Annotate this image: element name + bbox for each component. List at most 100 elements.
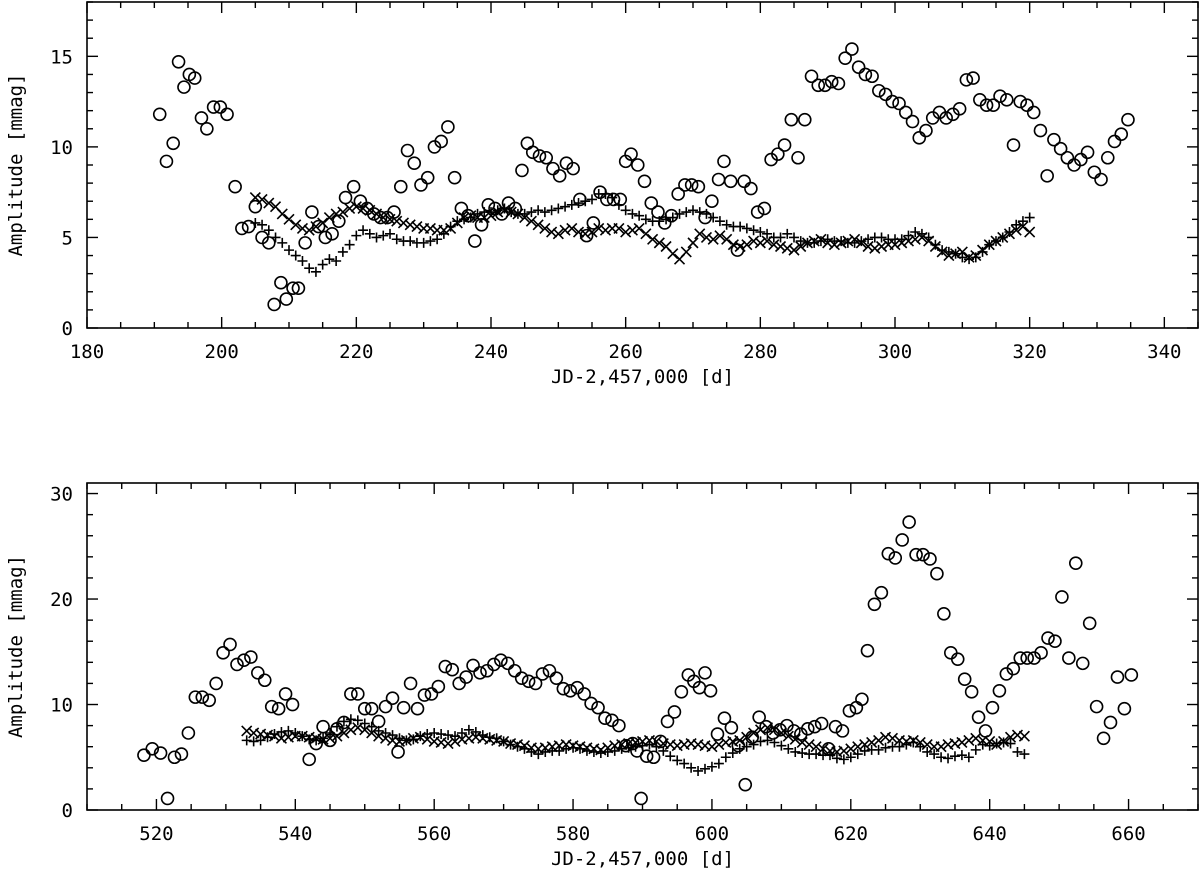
- data-point-circle: [338, 190, 353, 205]
- data-point-cross: [862, 240, 874, 253]
- data-point-circle: [1089, 699, 1104, 714]
- data-point-circle: [160, 791, 175, 806]
- data-point-circle: [752, 710, 766, 724]
- data-point-plus: [694, 207, 705, 218]
- data-point-plus: [970, 252, 981, 263]
- data-point-circle: [291, 281, 306, 295]
- data-point-circle: [298, 236, 312, 250]
- data-point-circle: [750, 205, 765, 219]
- data-point-circle: [892, 96, 906, 111]
- data-point-cross: [700, 231, 713, 244]
- data-point-circle: [171, 54, 186, 69]
- data-point-plus: [634, 210, 645, 221]
- data-point-circle: [999, 93, 1014, 107]
- data-point-circle: [646, 750, 661, 765]
- x-tick-label: 580: [556, 823, 590, 845]
- data-point-plus: [512, 741, 523, 752]
- data-point-cross: [303, 224, 315, 236]
- data-point-circle: [286, 281, 300, 295]
- data-point-circle: [235, 221, 249, 236]
- data-point-circle: [1034, 646, 1048, 660]
- data-point-plus: [526, 746, 537, 757]
- series-plus: [250, 188, 1035, 277]
- data-point-circle: [1075, 656, 1090, 671]
- data-point-plus: [573, 198, 584, 209]
- data-point-circle: [791, 150, 805, 165]
- data-point-plus: [977, 739, 988, 750]
- data-point-circle: [1013, 651, 1028, 665]
- data-point-plus: [270, 232, 281, 243]
- data-point-circle: [992, 684, 1007, 698]
- data-point-circle: [978, 724, 993, 738]
- x-tick-label: 560: [417, 823, 451, 845]
- data-point-plus: [654, 216, 665, 227]
- data-point-cross: [323, 211, 335, 224]
- data-point-plus: [915, 741, 926, 752]
- data-point-circle: [302, 752, 317, 767]
- data-point-circle: [414, 178, 428, 192]
- data-point-plus: [686, 762, 697, 773]
- data-point-circle: [888, 551, 903, 565]
- data-point-plus: [720, 752, 731, 763]
- data-point-circle: [474, 217, 489, 232]
- data-point-plus: [672, 755, 683, 766]
- data-point-plus: [297, 731, 308, 742]
- x-tick-label: 320: [1013, 341, 1047, 363]
- data-point-cross: [546, 226, 558, 238]
- y-tick-label: 15: [50, 46, 73, 68]
- data-point-plus: [776, 740, 787, 751]
- data-point-plus: [600, 188, 611, 199]
- data-point-circle: [1062, 651, 1076, 665]
- data-point-plus: [432, 234, 443, 245]
- data-point-plus: [1011, 219, 1022, 230]
- data-point-cross: [338, 727, 350, 739]
- data-point-plus: [554, 745, 565, 756]
- data-point-circle: [364, 701, 379, 716]
- data-point-plus: [651, 741, 662, 752]
- data-point-circle: [549, 671, 564, 685]
- data-point-plus: [248, 736, 259, 747]
- data-point-plus: [762, 735, 773, 746]
- data-point-circle: [566, 161, 580, 176]
- data-point-circle: [878, 87, 893, 102]
- data-point-circle: [434, 134, 448, 149]
- data-point-plus: [304, 263, 315, 274]
- data-point-circle: [181, 726, 196, 740]
- data-point-circle: [902, 515, 916, 529]
- data-point-plus: [755, 736, 766, 747]
- x-tick-label: 640: [973, 823, 1007, 845]
- data-point-circle: [966, 71, 980, 85]
- data-point-circle: [838, 51, 852, 65]
- data-point-circle: [923, 552, 937, 566]
- data-point-circle: [257, 673, 272, 688]
- data-point-plus: [797, 748, 808, 759]
- data-point-circle: [274, 275, 288, 290]
- data-point-circle: [417, 688, 432, 702]
- data-point-circle: [278, 687, 293, 701]
- data-point-cross: [727, 239, 739, 251]
- data-point-plus: [970, 744, 981, 755]
- data-point-plus: [539, 207, 550, 218]
- data-point-circle: [717, 154, 731, 169]
- data-point-cross: [734, 734, 746, 746]
- data-point-plus: [930, 239, 941, 250]
- data-point-plus: [713, 758, 724, 769]
- data-point-plus: [706, 761, 717, 772]
- data-point-cross: [525, 215, 537, 227]
- data-point-circle: [373, 210, 388, 225]
- data-point-circle: [710, 727, 725, 741]
- data-point-plus: [674, 208, 685, 219]
- data-point-cross: [613, 222, 625, 234]
- data-point-circle: [145, 742, 160, 756]
- data-point-circle: [1087, 165, 1102, 180]
- y-axis-label: Amplitude [mmag]: [5, 555, 27, 738]
- data-point-circle: [885, 94, 900, 109]
- data-point-plus: [903, 230, 914, 241]
- x-tick-label: 240: [474, 341, 508, 363]
- data-point-cross: [539, 222, 551, 234]
- data-point-plus: [373, 725, 384, 736]
- data-point-circle: [952, 102, 967, 116]
- data-point-plus: [425, 236, 436, 247]
- data-point-circle: [577, 687, 591, 701]
- data-point-circle: [738, 777, 753, 792]
